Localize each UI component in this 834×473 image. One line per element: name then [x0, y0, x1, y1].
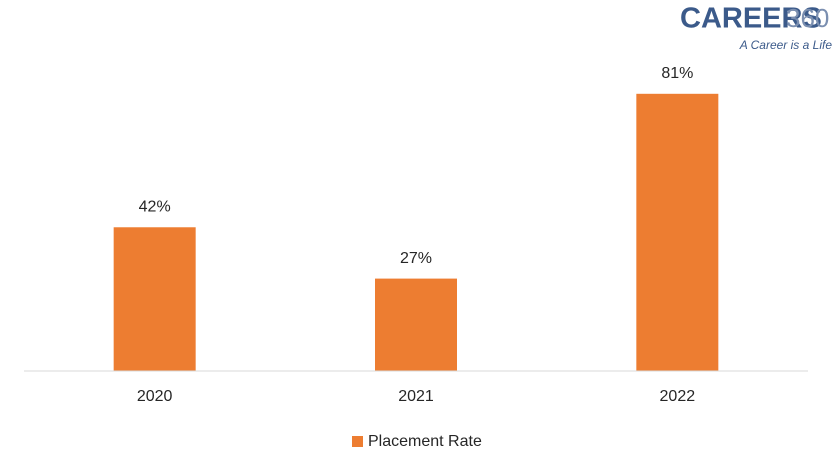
bar: [113, 227, 196, 371]
x-tick-label: 2022: [660, 388, 696, 405]
bar: [375, 278, 457, 371]
logo-tagline: A Career is a Life: [739, 38, 833, 52]
legend-swatch: [352, 436, 363, 447]
x-tick-label: 2020: [137, 388, 173, 405]
legend-label: Placement Rate: [368, 433, 482, 450]
x-tick-label: 2021: [398, 388, 434, 405]
data-label: 27%: [400, 250, 432, 267]
logo-number: 360: [786, 3, 829, 33]
data-label: 42%: [139, 198, 171, 215]
data-label: 81%: [661, 65, 693, 82]
logo-name: CAREERS: [680, 3, 822, 35]
bar: [636, 93, 719, 372]
